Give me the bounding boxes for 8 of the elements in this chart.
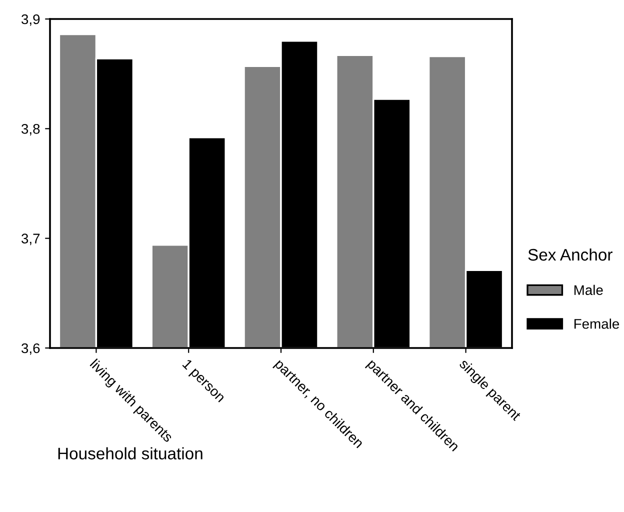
legend-label: Female [574,318,620,329]
legend-title: Sex Anchor [528,248,612,261]
y-tick-label: 3,7 [22,234,40,246]
legend-label: Male [574,284,603,296]
x-axis-title: Household situation [58,447,202,460]
y-tick-label: 3,9 [22,14,40,26]
y-tick-label: 3,6 [22,343,40,355]
y-tick-label: 3,8 [22,124,40,136]
